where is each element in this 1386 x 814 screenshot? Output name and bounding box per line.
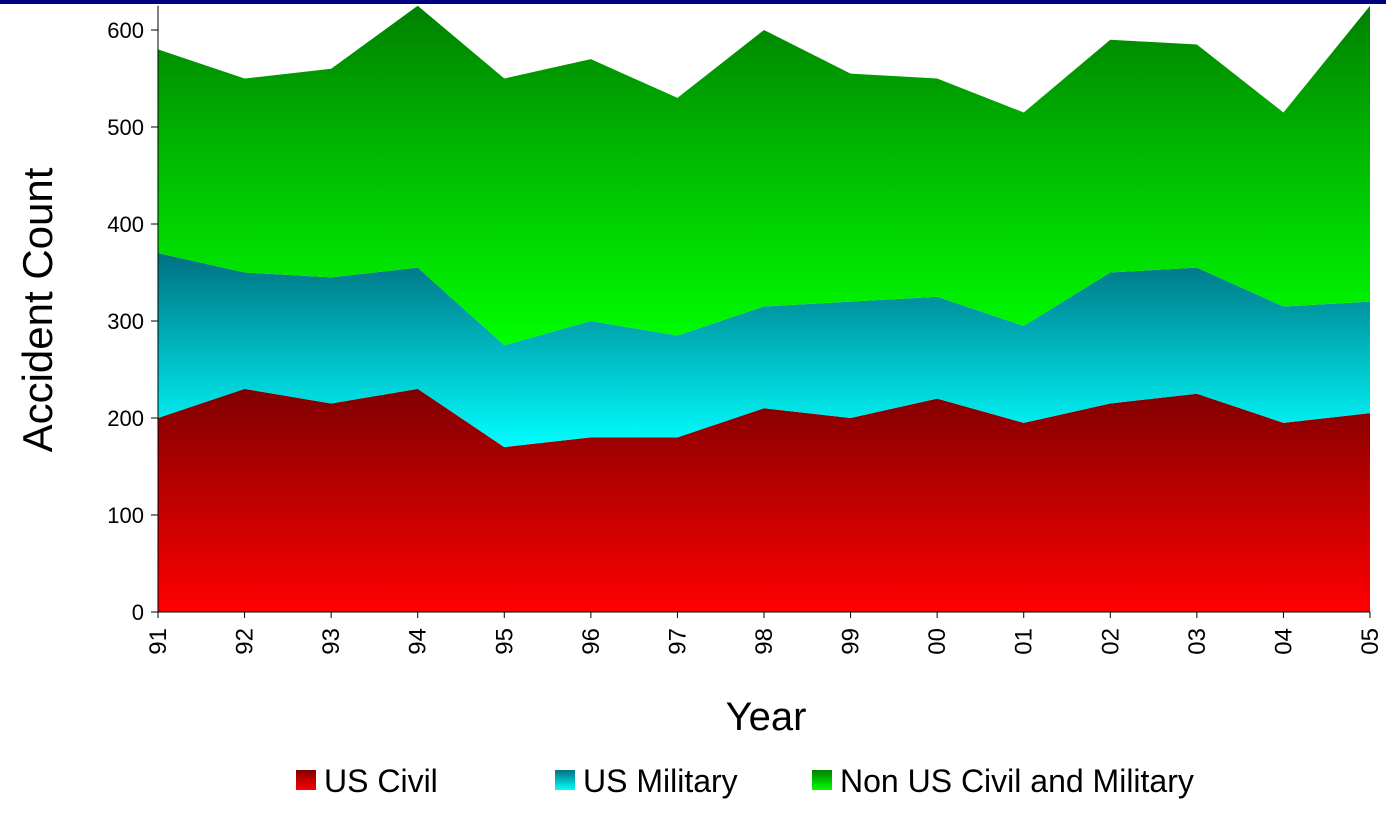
x-tick-label: 01	[1011, 628, 1038, 655]
x-tick-label: 97	[664, 628, 691, 655]
y-tick-label: 300	[107, 309, 144, 334]
y-tick-label: 400	[107, 212, 144, 237]
y-axis-title: Accident Count	[14, 167, 61, 452]
x-tick-label: 03	[1184, 628, 1211, 655]
x-tick-label: 96	[578, 628, 605, 655]
y-tick-label: 100	[107, 503, 144, 528]
x-tick-label: 04	[1270, 628, 1297, 655]
legend-swatch	[296, 770, 316, 790]
legend-swatch	[812, 770, 832, 790]
x-tick-label: 94	[405, 628, 432, 655]
x-tick-label: 00	[924, 628, 951, 655]
y-tick-label: 200	[107, 406, 144, 431]
x-tick-label: 95	[491, 628, 518, 655]
x-tick-label: 92	[232, 628, 259, 655]
x-tick-label: 91	[145, 628, 172, 655]
x-tick-label: 98	[751, 628, 778, 655]
y-tick-label: 500	[107, 115, 144, 140]
top-border	[0, 0, 1386, 4]
x-axis-title: Year	[726, 695, 807, 739]
area	[158, 388, 1370, 612]
legend-swatch	[555, 770, 575, 790]
x-tick-label: 02	[1097, 628, 1124, 655]
y-tick-label: 600	[107, 18, 144, 43]
legend-label: US Military	[583, 763, 738, 799]
area	[158, 253, 1370, 448]
legend-label: Non US Civil and Military	[840, 763, 1194, 799]
x-tick-label: 05	[1357, 628, 1384, 655]
x-tick-label: 93	[318, 628, 345, 655]
y-tick-label: 0	[132, 600, 144, 625]
area	[158, 5, 1370, 346]
legend-label: US Civil	[324, 763, 438, 799]
x-tick-label: 99	[838, 628, 865, 655]
